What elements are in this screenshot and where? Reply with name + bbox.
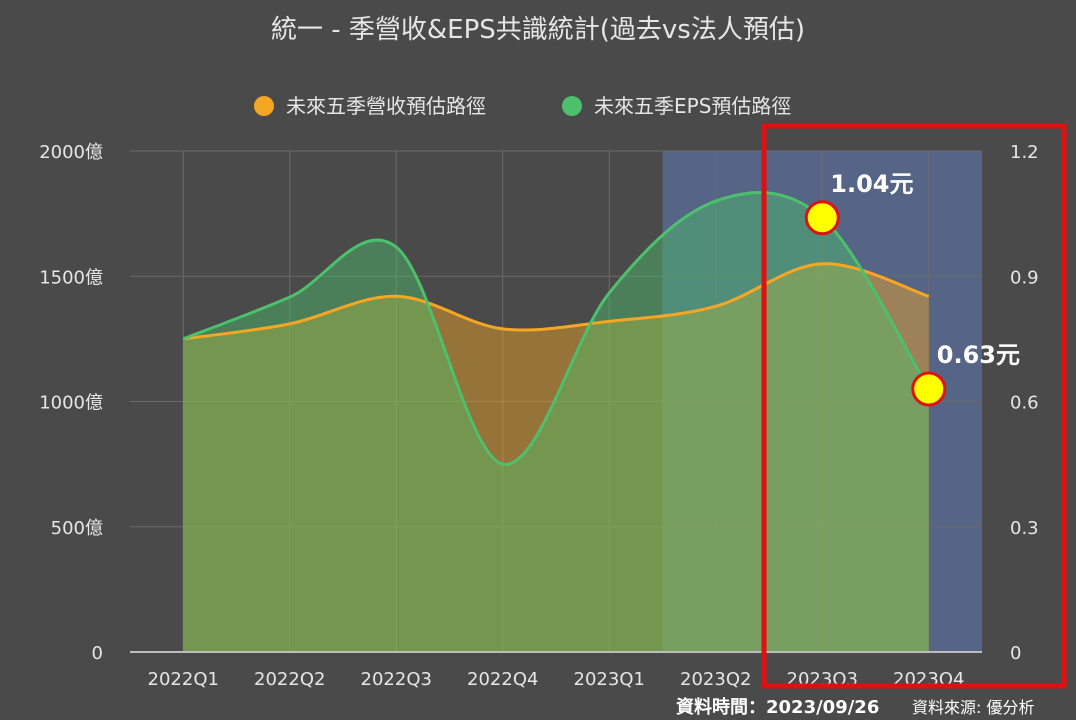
- revenue-area: [183, 263, 929, 652]
- y-left-tick-label: 1000億: [39, 393, 103, 414]
- y-right-tick-label: 0.6: [1010, 393, 1039, 414]
- footer: 資料時間：2023/09/26 資料來源: 優分析: [676, 696, 1034, 718]
- x-tick-label: 2022Q4: [467, 669, 538, 690]
- x-tick-label: 2022Q1: [148, 669, 219, 690]
- y-right-tick-label: 0.3: [1010, 518, 1039, 539]
- revenue-line: [183, 262, 930, 341]
- x-tick-label: 2023Q1: [574, 669, 645, 690]
- legend-marker-revenue: [254, 96, 274, 116]
- annotation-label: 1.04元: [830, 170, 913, 198]
- legend-label-revenue: 未來五季營收預估路徑: [286, 94, 486, 118]
- footer-date: 資料時間：2023/09/26: [676, 696, 879, 718]
- legend-label-eps: 未來五季EPS預估路徑: [594, 94, 791, 118]
- annotation-marker: [911, 371, 947, 407]
- eps-area: [183, 192, 929, 653]
- chart-title: 統一 - 季營收&EPS共識統計(過去vs法人預估): [271, 15, 805, 45]
- x-tick-label: 2022Q2: [254, 669, 325, 690]
- footer-source: 資料來源: 優分析: [912, 698, 1034, 717]
- y-left-tick-label: 2000億: [39, 142, 103, 163]
- y-right-tick-label: 1.2: [1010, 142, 1039, 163]
- annotation-label: 0.63元: [937, 341, 1020, 369]
- highlight-box: [761, 123, 1067, 689]
- y-left-tick-label: 0: [92, 643, 103, 664]
- y-left-tick-label: 1500億: [39, 267, 103, 288]
- legend-marker-eps: [562, 96, 582, 116]
- legend[interactable]: 未來五季營收預估路徑 未來五季EPS預估路徑: [254, 94, 791, 118]
- x-tick-label: 2022Q3: [361, 669, 432, 690]
- annotation-marker: [804, 200, 840, 236]
- y-right-tick-label: 0: [1010, 643, 1021, 664]
- x-tick-label: 2023Q2: [680, 669, 751, 690]
- y-right-tick-label: 0.9: [1010, 267, 1039, 288]
- y-left-tick-label: 500億: [51, 518, 103, 539]
